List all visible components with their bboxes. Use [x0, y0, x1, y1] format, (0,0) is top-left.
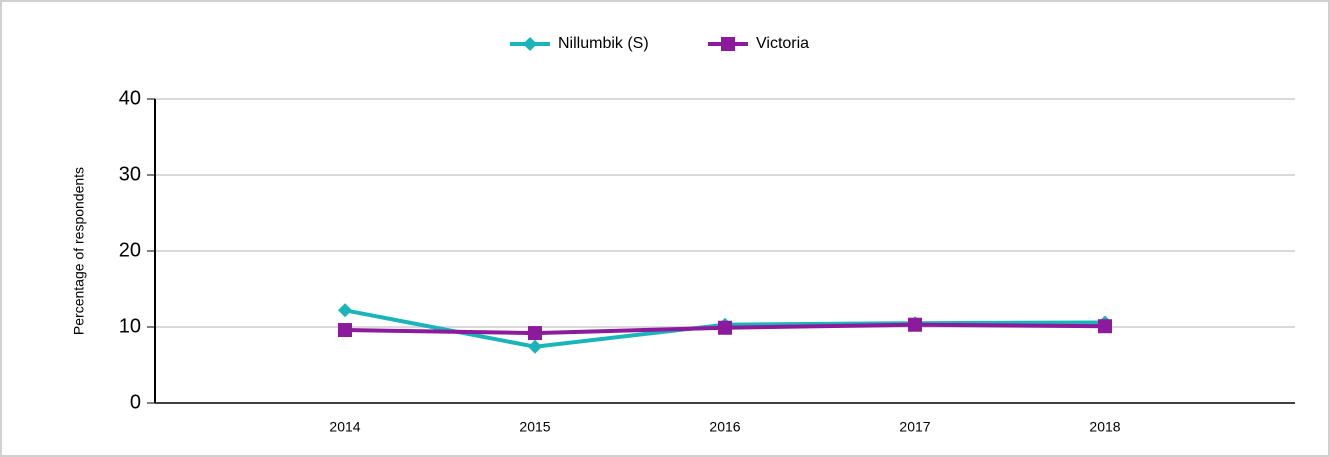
y-tick-label: 20	[119, 239, 141, 261]
marker	[528, 326, 542, 341]
x-tick-label: 2015	[519, 419, 550, 435]
x-tick-label: 2017	[899, 419, 930, 435]
marker	[338, 323, 352, 338]
y-tick-label: 0	[130, 391, 141, 413]
y-axis-label: Percentage of respondents	[71, 167, 87, 335]
legend-marker	[721, 37, 735, 51]
y-tick-label: 40	[119, 87, 141, 109]
legend-marker	[523, 37, 537, 51]
legend-label: Nillumbik (S)	[558, 35, 649, 52]
marker	[908, 317, 922, 332]
marker	[528, 339, 542, 354]
marker	[338, 303, 352, 318]
y-tick-label: 30	[119, 163, 141, 185]
y-tick-label: 10	[119, 315, 141, 337]
legend-label: Victoria	[756, 35, 809, 52]
x-tick-label: 2014	[329, 419, 360, 435]
x-tick-label: 2018	[1089, 419, 1120, 435]
x-tick-label: 2016	[709, 419, 740, 435]
marker	[718, 320, 732, 335]
marker	[1098, 319, 1112, 334]
